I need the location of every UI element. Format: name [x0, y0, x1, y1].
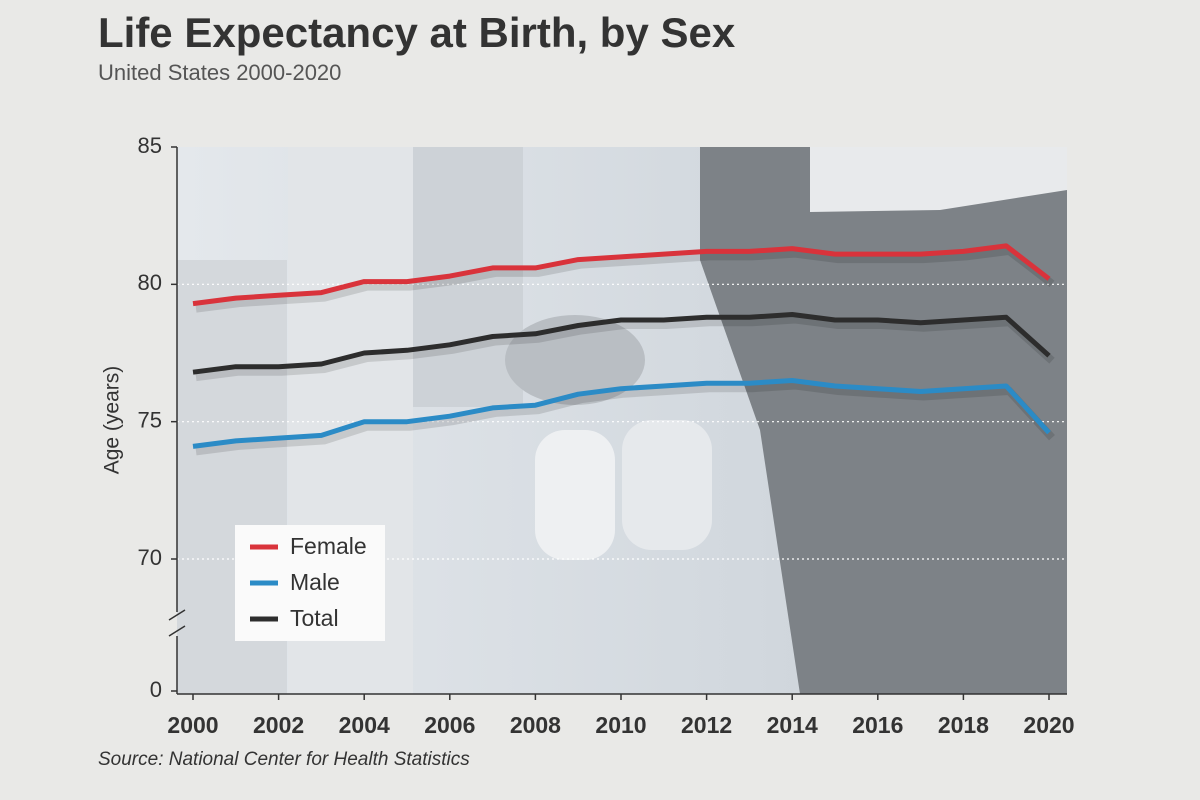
series-shadow [195, 246, 1055, 313]
x-tick-label: 2008 [510, 712, 561, 738]
y-tick-label: 80 [138, 270, 162, 295]
chart-title: Life Expectancy at Birth, by Sex [98, 9, 736, 56]
legend-label: Female [290, 533, 367, 559]
legend: Female Male Total [235, 525, 385, 641]
axis-break [168, 609, 186, 621]
legend-label: Male [290, 569, 340, 595]
source-note: Source: National Center for Health Stati… [98, 749, 470, 770]
x-tick-label: 2018 [938, 712, 989, 738]
y-tick-label: 70 [138, 545, 162, 570]
x-tick-label: 2014 [767, 712, 818, 738]
axis-break [168, 625, 186, 637]
series-line [192, 312, 1051, 375]
x-tick-label: 2012 [681, 712, 732, 738]
x-tick-label: 2020 [1023, 712, 1074, 738]
y-axis-label: Age (years) [101, 366, 124, 475]
series-line [192, 243, 1051, 307]
x-tick-label: 2006 [424, 712, 475, 738]
x-tick-label: 2016 [852, 712, 903, 738]
x-tick-label: 2004 [339, 712, 390, 738]
y-tick-label: 75 [138, 407, 162, 432]
x-tick-label: 2010 [595, 712, 646, 738]
y-tick-label: 85 [138, 133, 162, 158]
series-shadow [195, 315, 1055, 382]
series-shadow [195, 381, 1055, 456]
y-tick-label: 0 [150, 677, 162, 702]
series-line [192, 378, 1051, 449]
chart-subtitle: United States 2000-2020 [98, 60, 341, 85]
x-tick-label: 2000 [167, 712, 218, 738]
legend-label: Total [290, 605, 339, 631]
x-tick-label: 2002 [253, 712, 304, 738]
